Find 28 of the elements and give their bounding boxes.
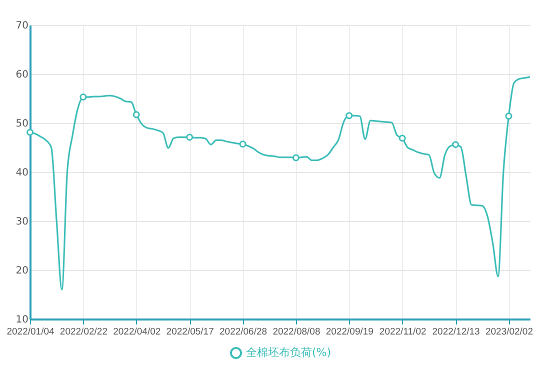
point bbox=[132, 111, 140, 118]
y-tick-label: 50 bbox=[16, 118, 28, 130]
y-tick-label: 40 bbox=[16, 168, 28, 178]
y-tick-label: 20 bbox=[16, 266, 28, 276]
y-tick-label: 70 bbox=[16, 20, 28, 32]
y-tick-label: 10 bbox=[16, 314, 28, 326]
point bbox=[292, 154, 300, 162]
point bbox=[26, 128, 34, 136]
point bbox=[186, 134, 194, 141]
x-tick-label: 2022/01/04 bbox=[6, 326, 54, 338]
point bbox=[505, 112, 512, 120]
legend-label: 全棉坯布负荷(%) bbox=[246, 346, 332, 359]
x-tick-label: 2022/05/17 bbox=[166, 326, 214, 338]
point bbox=[398, 134, 406, 142]
y-tick-label: 60 bbox=[16, 70, 28, 80]
point bbox=[80, 94, 87, 101]
x-tick-label: 2022/06/28 bbox=[219, 326, 268, 338]
x-tick-label: 2022/12/13 bbox=[432, 326, 480, 338]
x-tick-label: 2022/11/02 bbox=[379, 326, 426, 338]
point bbox=[346, 112, 353, 120]
x-tick-label: 2022/02/22 bbox=[60, 326, 108, 338]
x-tick-label: 2023/02/02 bbox=[485, 326, 533, 338]
y-tick-label: 30 bbox=[16, 216, 28, 228]
point bbox=[239, 140, 246, 148]
x-tick-label: 2022/04/02 bbox=[113, 326, 161, 338]
x-tick-label: 2022/09/19 bbox=[326, 326, 374, 338]
x-tick-label: 2022/08/08 bbox=[272, 326, 320, 338]
point bbox=[452, 141, 460, 148]
